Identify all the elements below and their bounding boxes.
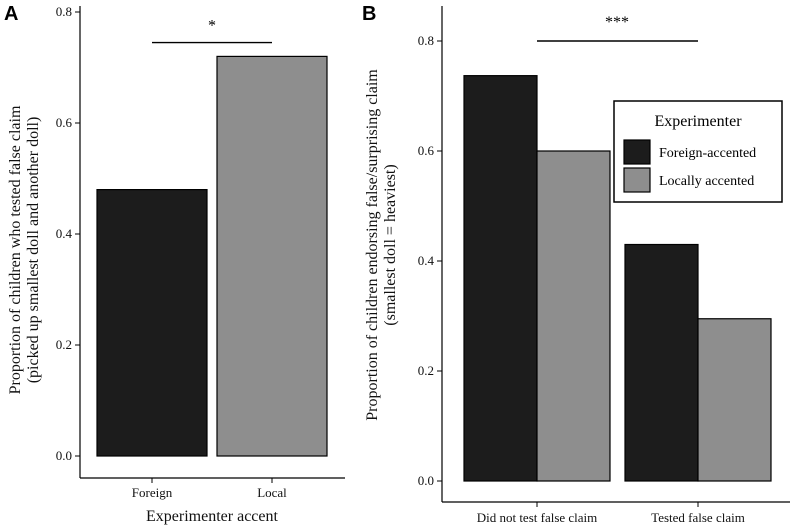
panel-a-ylabel-line2: (picked up smallest doll and another dol… (25, 117, 42, 384)
panel-a-ytick-label: 0.6 (56, 115, 73, 130)
panel-b-ytick-label: 0.4 (418, 253, 435, 268)
legend-swatch-local (623, 167, 651, 193)
panel-a-ytick-label: 0.2 (56, 337, 72, 352)
panel-a-bar-local (216, 55, 328, 457)
panel-b-significance-marker: *** (605, 14, 629, 31)
panel-b-bar-tested-foreign (624, 243, 699, 482)
panel-b-chart: Proportion of children endorsing false/s… (364, 6, 790, 525)
panel-a-ytick-label: 0.8 (56, 4, 72, 19)
panel-b-label: B (362, 3, 376, 25)
legend-label-foreign: Foreign-accented (659, 146, 756, 161)
legend-title: Experimenter (654, 113, 742, 130)
panel-b-bar-did-not-test-foreign (463, 75, 538, 482)
panel-b-bar-tested-local (697, 318, 772, 482)
panel-b-ytick-label: 0.6 (418, 143, 435, 158)
panel-a-label: A (4, 3, 18, 25)
panel-a-significance-marker: * (208, 18, 216, 35)
panel-a-xlabel: Experimenter accent (146, 508, 278, 525)
panel-a-bar-foreign (96, 189, 208, 457)
panel-b-ytick-label: 0.2 (418, 363, 434, 378)
panel-b-xtick-label: Tested false claim (651, 510, 745, 525)
legend-label-local: Locally accented (659, 174, 754, 189)
panel-a-xtick-label: Local (257, 485, 287, 500)
panel-a-ylabel-line1: Proportion of children who tested false … (7, 105, 24, 394)
panel-b-ylabel-line1: Proportion of children endorsing false/s… (364, 69, 381, 421)
legend: Experimenter Foreign-accented Locally ac… (613, 100, 783, 203)
panel-a-chart: Proportion of children who tested false … (7, 4, 345, 525)
legend-swatch-foreign (623, 139, 651, 165)
panel-b-ytick-label: 0.8 (418, 33, 434, 48)
panel-b-bar-did-not-test-local (536, 150, 611, 482)
panel-b-xtick-label: Did not test false claim (477, 510, 598, 525)
panel-b-ylabel-line2: (smallest doll = heaviest) (382, 164, 399, 325)
panel-a-ytick-label: 0.0 (56, 448, 72, 463)
panel-a-xtick-label: Foreign (132, 485, 173, 500)
panel-a-ytick-label: 0.4 (56, 226, 73, 241)
panel-b-ytick-label: 0.0 (418, 473, 434, 488)
